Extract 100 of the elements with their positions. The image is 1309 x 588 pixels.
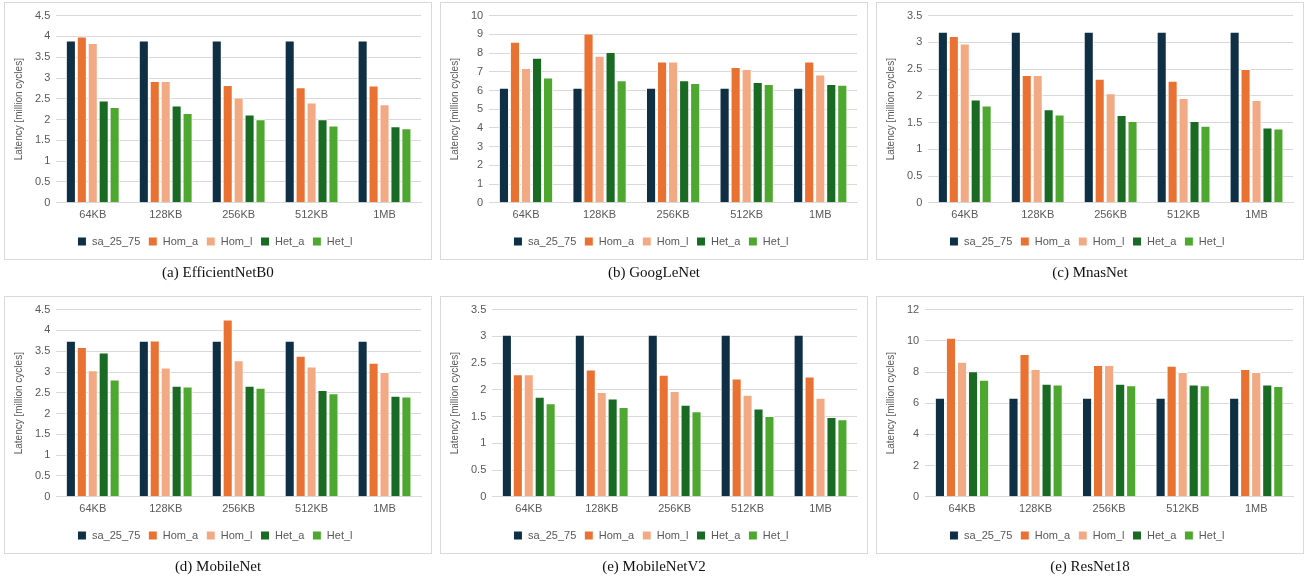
y-tick-label: 4: [913, 427, 920, 440]
y-tick-label: 3: [477, 139, 484, 152]
y-tick-label: 0: [44, 195, 51, 208]
y-axis-title: Latency [million cycles]: [12, 57, 24, 161]
y-tick-label: 3: [916, 35, 923, 48]
x-tick-label: 1MB: [1244, 502, 1268, 515]
y-tick-label: 1.5: [906, 115, 923, 128]
legend-label: Het_l: [762, 528, 789, 541]
y-tick-label: 0.5: [470, 463, 487, 476]
legend-label: Hom_l: [220, 528, 253, 541]
y-tick-label: 9: [477, 27, 484, 40]
x-tick-label: 256KB: [1094, 208, 1128, 221]
legend-label: Hom_l: [656, 528, 689, 541]
x-tick-label: 128KB: [149, 208, 183, 221]
legend-label: sa_25_75: [527, 528, 577, 541]
y-tick-label: 6: [477, 83, 484, 96]
y-tick-label: 8: [913, 365, 920, 378]
y-tick-label: 0.5: [34, 175, 51, 188]
legend-label: Het_a: [275, 528, 306, 541]
y-tick-label: 3: [480, 329, 487, 342]
y-tick-label: 4: [44, 29, 51, 42]
legend-label: Hom_a: [598, 234, 636, 247]
y-axis-title: Latency [million cycles]: [12, 351, 24, 455]
y-tick-label: 1.5: [34, 427, 51, 440]
y-tick-label: 2: [916, 88, 923, 101]
legend-label: sa_25_75: [91, 234, 141, 247]
y-tick-label: 7: [477, 64, 484, 77]
legend-label: Het_a: [711, 234, 742, 247]
y-tick-label: 0.5: [34, 469, 51, 482]
legend-label: sa_25_75: [963, 234, 1013, 247]
legend-label: Hom_a: [598, 528, 636, 541]
y-tick-label: 3: [44, 71, 51, 84]
x-tick-label: 256KB: [658, 502, 692, 515]
legend-label: sa_25_75: [91, 528, 141, 541]
y-tick-label: 1: [916, 142, 923, 155]
x-tick-label: 64KB: [515, 502, 543, 515]
x-tick-label: 128KB: [585, 502, 619, 515]
y-tick-label: 3.5: [470, 302, 487, 315]
y-tick-label: 1: [477, 177, 484, 190]
y-tick-label: 6: [913, 396, 920, 409]
y-axis-title: Latency [million cycles]: [884, 57, 896, 161]
legend-label: Het_l: [1198, 528, 1225, 541]
y-tick-label: 1: [44, 448, 51, 461]
text: (c) MnasNet: [1051, 264, 1129, 281]
y-tick-label: 2.5: [470, 356, 487, 369]
y-tick-label: 2: [913, 458, 920, 471]
x-tick-label: 512KB: [295, 502, 329, 515]
x-tick-label: 64KB: [951, 208, 979, 221]
text: (e) MobileNetV2: [601, 558, 707, 575]
y-axis-title: Latency [million cycles]: [448, 57, 460, 161]
y-tick-label: 4.5: [34, 302, 51, 315]
legend-label: Het_l: [326, 528, 353, 541]
y-tick-label: 0: [913, 489, 920, 502]
x-tick-label: 512KB: [1166, 502, 1200, 515]
y-tick-label: 0.5: [906, 169, 923, 182]
y-tick-label: 3: [44, 365, 51, 378]
x-tick-label: 64KB: [79, 502, 107, 515]
legend-label: Hom_l: [1092, 234, 1125, 247]
x-tick-label: 1MB: [809, 502, 832, 515]
legend-label: Hom_l: [1092, 528, 1125, 541]
x-tick-label: 128KB: [149, 502, 183, 515]
x-tick-label: 256KB: [656, 208, 690, 221]
text: (e) ResNet18: [1049, 558, 1131, 575]
x-tick-label: 512KB: [731, 502, 765, 515]
y-tick-label: 2: [44, 112, 51, 125]
legend-label: Hom_a: [162, 528, 200, 541]
y-tick-label: 0: [44, 489, 51, 502]
text: (a) EfficientNetB0: [161, 264, 275, 281]
legend-label: Het_l: [326, 234, 353, 247]
y-tick-label: 2: [44, 406, 51, 419]
y-tick-label: 1: [44, 154, 51, 167]
y-tick-label: 10: [906, 333, 920, 346]
legend-label: Het_a: [1147, 528, 1178, 541]
x-tick-label: 256KB: [222, 502, 256, 515]
x-tick-label: 1MB: [808, 208, 832, 221]
y-tick-label: 2: [477, 158, 484, 171]
y-tick-label: 0: [477, 195, 484, 208]
y-tick-label: 2.5: [34, 385, 51, 398]
y-tick-label: 1: [480, 436, 487, 449]
x-tick-label: 128KB: [583, 208, 617, 221]
text: (d) MobileNet: [173, 558, 263, 575]
x-tick-label: 512KB: [295, 208, 329, 221]
y-tick-label: 2.5: [906, 62, 923, 75]
legend-label: Het_l: [1198, 234, 1225, 247]
y-tick-label: 3.5: [34, 50, 51, 63]
y-tick-label: 4.5: [34, 8, 51, 21]
y-tick-label: 0: [480, 489, 487, 502]
legend-label: Hom_a: [1034, 234, 1072, 247]
y-tick-label: 1.5: [34, 133, 51, 146]
y-axis-title: Latency [million cycles]: [884, 351, 896, 455]
x-tick-label: 64KB: [512, 208, 540, 221]
y-tick-label: 12: [906, 302, 920, 315]
y-tick-label: 2: [480, 382, 487, 395]
x-tick-label: 512KB: [730, 208, 764, 221]
y-tick-label: 3.5: [34, 344, 51, 357]
legend-label: Het_l: [762, 234, 789, 247]
y-axis-title: Latency [million cycles]: [448, 351, 460, 455]
x-tick-label: 64KB: [79, 208, 107, 221]
legend-label: Hom_a: [162, 234, 200, 247]
text: (b) GoogLeNet: [606, 264, 702, 281]
